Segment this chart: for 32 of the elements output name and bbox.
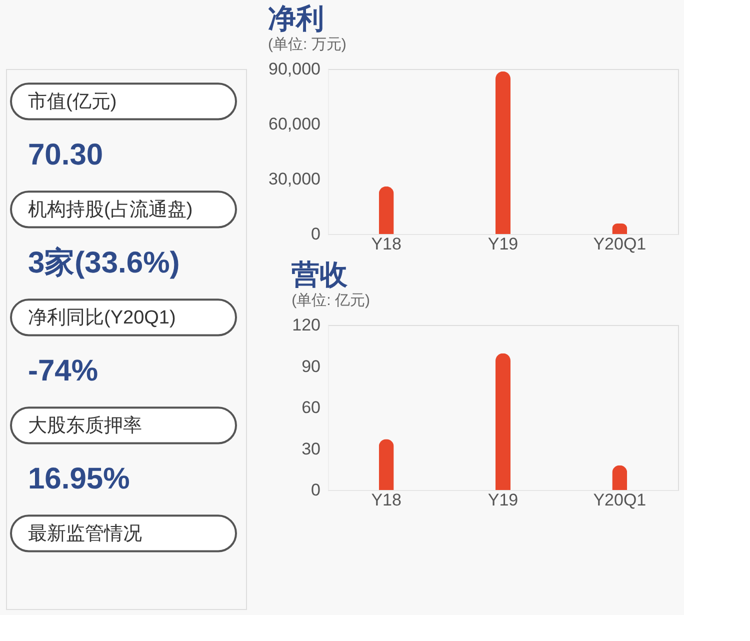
text: -74% bbox=[28, 354, 98, 388]
y-tick-label: 120 bbox=[292, 316, 320, 334]
y-tick-label: 30,000 bbox=[268, 170, 320, 188]
y-tick-label: 90,000 bbox=[268, 60, 320, 78]
text: 机构持股(占流通盘) bbox=[28, 198, 193, 220]
text: 市值(亿元) bbox=[28, 90, 117, 112]
y-tick-label: 30 bbox=[302, 439, 320, 458]
x-tick-label: Y19 bbox=[488, 234, 518, 254]
y-tick-label: 0 bbox=[311, 224, 320, 244]
y-tick-label: 60,000 bbox=[268, 114, 320, 134]
chart-subtitle: (单位: 亿元) bbox=[292, 292, 370, 309]
x-tick-label: Y20Q1 bbox=[593, 490, 646, 510]
chart-title: 净利 bbox=[268, 3, 324, 34]
text: 最新监管情况 bbox=[28, 522, 142, 544]
chart-title: 营收 bbox=[290, 259, 349, 290]
x-tick-label: Y20Q1 bbox=[593, 234, 646, 254]
x-tick-label: Y18 bbox=[371, 234, 402, 254]
y-tick-label: 60 bbox=[302, 398, 320, 417]
bar bbox=[378, 186, 394, 234]
y-tick-label: 0 bbox=[311, 480, 320, 500]
y-tick-label: 90 bbox=[302, 356, 320, 376]
bar bbox=[496, 353, 510, 490]
x-tick-label: Y18 bbox=[371, 490, 402, 510]
text: 70.30 bbox=[28, 138, 104, 172]
bar bbox=[496, 71, 510, 234]
text: 3家(33.6%) bbox=[28, 245, 180, 280]
chart-subtitle: (单位: 万元) bbox=[268, 36, 346, 53]
text: 净利同比(Y20Q1) bbox=[28, 307, 176, 328]
bar bbox=[378, 439, 394, 490]
text: 16.95% bbox=[28, 462, 130, 496]
text: 大股东质押率 bbox=[28, 414, 142, 436]
x-tick-label: Y19 bbox=[488, 490, 518, 510]
